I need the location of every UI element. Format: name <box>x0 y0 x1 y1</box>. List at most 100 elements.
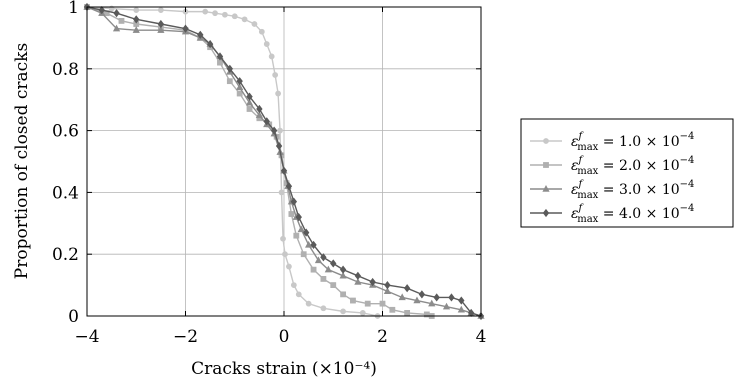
legend-entry: εf max = 1.0 × 10−4 <box>530 131 694 153</box>
data-point <box>413 296 421 304</box>
data-point <box>258 28 265 35</box>
data-point <box>268 53 275 60</box>
data-point <box>263 41 270 47</box>
x-tick-label: −2 <box>173 327 198 347</box>
data-point <box>442 302 451 310</box>
ticks: −4 −2 0 2 4 0 0.2 0.4 0.6 0.8 1 <box>52 0 486 347</box>
data-point <box>293 232 300 239</box>
data-point <box>297 225 305 233</box>
data-point <box>314 256 323 264</box>
data-point <box>389 306 396 313</box>
data-point <box>277 127 283 134</box>
data-point <box>251 21 258 27</box>
data-point <box>428 299 436 307</box>
x-tick-label: 4 <box>476 327 487 347</box>
legend-label: εf max = 1.0 × 10−4 <box>571 131 694 153</box>
data-point <box>354 271 362 280</box>
data-point <box>133 7 140 13</box>
data-point <box>404 310 411 316</box>
legend-marker <box>542 208 550 218</box>
data-point <box>246 92 253 101</box>
x-tick-label: 2 <box>377 327 388 347</box>
data-point <box>263 117 270 126</box>
legend: εf max = 1.0 × 10−4εf max = 2.0 × 10−4εf ma… <box>520 118 734 228</box>
data-point <box>236 83 244 91</box>
data-point <box>324 265 332 273</box>
data-point <box>330 282 337 288</box>
data-point <box>113 9 120 18</box>
data-point <box>300 251 307 258</box>
data-point <box>384 281 391 290</box>
y-tick-label: 0.2 <box>52 245 79 265</box>
data-point <box>369 277 376 287</box>
data-point <box>305 240 313 248</box>
data-point <box>133 15 140 24</box>
data-point <box>339 271 347 279</box>
data-point <box>275 90 281 97</box>
data-point <box>305 300 312 307</box>
data-point <box>270 126 278 135</box>
data-point <box>280 166 288 175</box>
data-point <box>350 297 356 304</box>
data-point <box>288 211 295 217</box>
data-point <box>245 98 254 106</box>
data-point <box>398 293 406 301</box>
data-point <box>182 24 189 33</box>
data-point <box>241 16 248 23</box>
data-point <box>467 308 475 317</box>
y-axis-label: Proportion of closed cracks <box>12 43 32 279</box>
data-point <box>295 291 302 298</box>
data-point <box>236 90 243 97</box>
y-tick-label: 0 <box>68 307 79 327</box>
data-point <box>280 235 286 242</box>
data-point <box>118 18 125 24</box>
data-point <box>383 287 392 294</box>
data-point <box>282 251 288 258</box>
data-point <box>202 8 209 15</box>
legend-entry: εf max = 2.0 × 10−4 <box>530 155 694 177</box>
data-point <box>457 305 465 313</box>
series-line <box>86 6 378 317</box>
data-point <box>217 59 223 66</box>
data-point <box>231 13 238 20</box>
legend-label: εf max = 2.0 × 10−4 <box>571 155 694 177</box>
y-tick-label: 0.4 <box>52 183 79 203</box>
series-layer <box>83 2 485 321</box>
data-point <box>295 213 302 222</box>
x-tick-label: 0 <box>279 327 290 347</box>
legend-marker <box>543 162 549 168</box>
data-point <box>272 72 279 78</box>
data-point <box>458 296 465 305</box>
data-point <box>216 52 224 61</box>
data-point <box>339 265 347 274</box>
data-point <box>379 300 386 307</box>
data-point <box>132 26 140 33</box>
data-point <box>206 39 214 49</box>
data-point <box>226 64 234 73</box>
data-point <box>157 26 165 33</box>
data-point <box>403 284 411 293</box>
data-point <box>330 259 337 268</box>
legend-marker <box>543 138 549 144</box>
data-point <box>433 293 440 302</box>
data-point <box>157 19 165 29</box>
series-1 <box>84 4 381 319</box>
legend-entry: εf max = 3.0 × 10−4 <box>530 179 694 201</box>
data-point <box>98 6 105 15</box>
legend-label: εf max = 3.0 × 10−4 <box>571 179 694 201</box>
y-tick-label: 0.8 <box>52 60 79 80</box>
data-point <box>212 10 218 17</box>
data-point <box>197 30 204 39</box>
data-point <box>226 78 233 85</box>
series-4 <box>83 2 485 321</box>
data-point <box>221 11 228 18</box>
data-point <box>340 291 346 298</box>
data-point <box>320 276 327 282</box>
legend-box <box>520 118 734 228</box>
data-point <box>255 111 263 118</box>
data-point <box>418 290 426 299</box>
data-point <box>290 197 298 206</box>
data-point <box>354 277 362 285</box>
data-point <box>246 106 253 112</box>
